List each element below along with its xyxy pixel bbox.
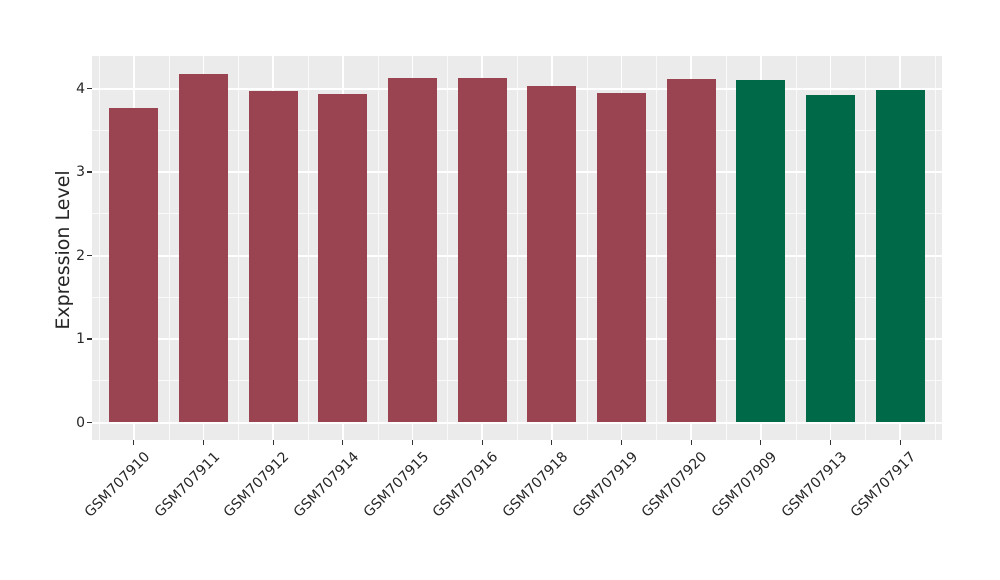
bar-GSM707911 xyxy=(179,74,228,423)
y-tick-mark xyxy=(87,88,92,90)
x-tick-mark xyxy=(411,440,414,445)
bar-GSM707910 xyxy=(109,107,159,423)
x-tick-label: GSM707910 xyxy=(81,449,154,521)
gridline-minor-vertical xyxy=(726,56,727,440)
gridline-minor-vertical xyxy=(377,56,379,440)
x-tick-mark xyxy=(272,440,274,445)
gridline-major-horizontal xyxy=(92,171,942,173)
x-tick-mark xyxy=(342,440,344,445)
gridline-major-horizontal xyxy=(92,254,942,257)
gridline-minor-vertical xyxy=(99,56,100,440)
y-tick-label: 2 xyxy=(76,247,85,264)
gridline-minor-vertical xyxy=(865,56,867,440)
x-tick-mark xyxy=(202,440,205,445)
x-tick-label: GSM707909 xyxy=(708,449,781,521)
bar-GSM707919 xyxy=(597,92,646,423)
x-tick-mark xyxy=(760,440,762,445)
y-tick-mark xyxy=(87,338,92,340)
bar-GSM707913 xyxy=(806,95,855,423)
x-tick-label: GSM707919 xyxy=(569,449,641,521)
bar-GSM707914 xyxy=(318,94,368,423)
gridline-minor-vertical xyxy=(935,56,936,440)
y-tick-mark xyxy=(87,421,92,424)
gridline-minor-vertical xyxy=(447,56,449,440)
x-tick-label: GSM707914 xyxy=(290,449,363,521)
gridline-major-horizontal xyxy=(92,421,942,424)
gridline-minor-vertical xyxy=(517,56,518,440)
bar-GSM707917 xyxy=(875,90,925,423)
gridline-major-horizontal xyxy=(92,87,942,90)
x-tick-label: GSM707915 xyxy=(360,449,432,521)
x-tick-label: GSM707911 xyxy=(151,449,223,521)
x-tick-mark xyxy=(481,440,483,445)
x-tick-label: GSM707916 xyxy=(429,449,502,521)
x-tick-label: GSM707913 xyxy=(778,449,850,521)
y-tick-label: 3 xyxy=(76,164,85,180)
gridline-minor-vertical xyxy=(168,56,170,440)
gridline-minor-vertical xyxy=(308,56,309,440)
gridline-minor-vertical xyxy=(238,56,240,440)
x-tick-mark xyxy=(551,440,553,445)
bar-GSM707920 xyxy=(666,78,716,423)
y-tick-label: 1 xyxy=(76,331,85,347)
gridline-minor-vertical xyxy=(795,56,797,440)
bar-GSM707918 xyxy=(527,86,577,423)
plot-panel xyxy=(92,56,942,440)
gridline-major-horizontal xyxy=(92,338,942,340)
x-tick-mark xyxy=(620,440,623,445)
bar-GSM707912 xyxy=(248,91,298,423)
bar-GSM707915 xyxy=(388,77,437,423)
bar-GSM707916 xyxy=(457,77,507,423)
x-tick-mark xyxy=(899,440,901,445)
x-tick-mark xyxy=(829,440,832,445)
gridline-minor-vertical xyxy=(656,56,658,440)
x-tick-mark xyxy=(690,440,692,445)
x-tick-mark xyxy=(133,440,135,445)
y-tick-label: 0 xyxy=(76,414,85,431)
y-tick-mark xyxy=(87,254,92,257)
gridline-minor-vertical xyxy=(586,56,588,440)
x-tick-label: GSM707917 xyxy=(847,449,920,521)
x-tick-label: GSM707920 xyxy=(638,449,711,521)
bar-GSM707909 xyxy=(736,80,786,423)
y-tick-mark xyxy=(87,171,92,173)
y-tick-label: 4 xyxy=(76,80,85,97)
x-tick-label: GSM707918 xyxy=(499,449,572,521)
x-tick-label: GSM707912 xyxy=(220,449,293,521)
